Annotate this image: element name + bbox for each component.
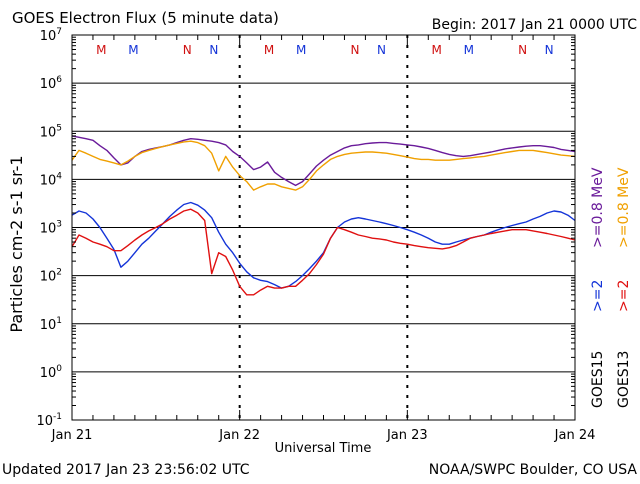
chart-title: GOES Electron Flux (5 minute data) [12, 9, 279, 27]
marker-label: M [128, 43, 138, 57]
y-tick-label: 106 [40, 75, 63, 92]
legend-entry: >=0.8 MeV [590, 167, 606, 248]
y-tick-label: 101 [40, 316, 62, 333]
y-axis-ticks: 107 106 105 104 103 102 101 100 10-1 [36, 27, 575, 429]
marker-label: N [545, 43, 554, 57]
y-tick-label: 105 [40, 123, 62, 140]
y-axis-label: Particles cm-2 s-1 sr-1 [7, 155, 26, 332]
marker-label: N [518, 43, 527, 57]
marker-label: M [96, 43, 106, 57]
legend-entry: GOES13 [616, 351, 632, 408]
series-line [71, 140, 576, 191]
legend: >=0.8 MeV >=0.8 MeV >=2 >=2 GOES13 GOES15 [590, 167, 632, 408]
y-tick-label: 104 [40, 171, 63, 188]
y-axis-label-text: Particles cm-2 s-1 sr-1 [7, 155, 26, 332]
marker-label: M [296, 43, 306, 57]
legend-entry: GOES15 [590, 351, 606, 408]
marker-label: M [431, 43, 441, 57]
marker-label: N [209, 43, 218, 57]
series-line [71, 208, 576, 296]
credit-line: NOAA/SWPC Boulder, CO USA [429, 462, 638, 478]
begin-time: Begin: 2017 Jan 21 0000 UTC [432, 17, 637, 33]
marker-label: N [377, 43, 386, 57]
legend-entry: >=2 [616, 280, 632, 312]
series-group [71, 135, 576, 296]
x-tick-label: Jan 22 [218, 428, 260, 443]
y-tick-label: 100 [40, 364, 63, 381]
updated-timestamp: Updated 2017 Jan 23 23:56:02 UTC [2, 462, 250, 478]
legend-entry: >=2 [590, 280, 606, 312]
y-tick-label: 10-1 [36, 412, 62, 429]
marker-label: M [464, 43, 474, 57]
marker-label: M [264, 43, 274, 57]
x-axis-ticks: Jan 21 Jan 22 Jan 23 Jan 24 [51, 35, 596, 443]
x-axis-label: Universal Time [275, 441, 372, 456]
y-tick-label: 102 [40, 268, 62, 285]
marker-label: N [350, 43, 359, 57]
x-tick-label: Jan 21 [51, 428, 93, 443]
y-tick-label: 107 [40, 27, 62, 44]
marker-label: N [183, 43, 192, 57]
y-tick-label: 103 [40, 220, 62, 237]
x-tick-label: Jan 23 [386, 428, 428, 443]
x-tick-label: Jan 24 [554, 428, 596, 443]
legend-entry: >=0.8 MeV [616, 167, 632, 248]
